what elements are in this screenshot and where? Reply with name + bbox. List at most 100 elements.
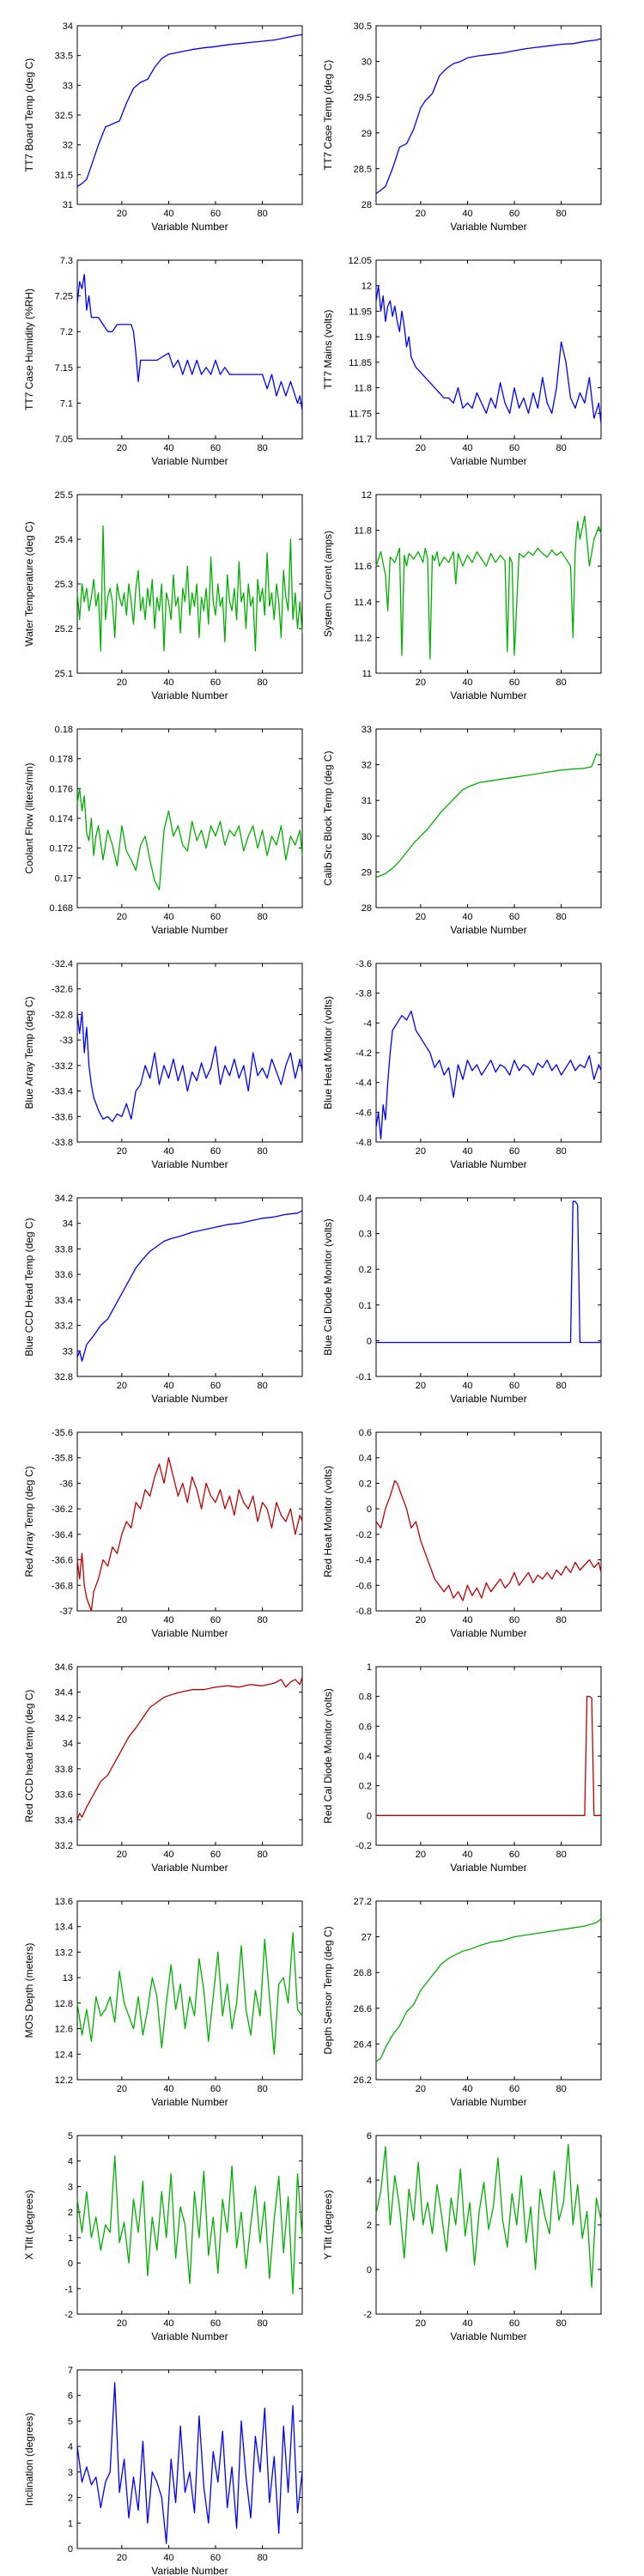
x-axis-label: Variable Number <box>151 2330 228 2342</box>
chart-21: 20 40 60 80 0 1 2 3 4 5 6 7 Variable Number Inclinati… <box>23 2366 303 2576</box>
y-tick-label: 12 <box>361 490 372 501</box>
y-axis-label: X Tilt (degrees) <box>23 2190 35 2259</box>
x-tick-label: 40 <box>462 209 472 219</box>
series-line <box>76 273 303 410</box>
y-tick-label: -4.6 <box>355 1108 372 1118</box>
x-tick-label: 60 <box>509 443 519 453</box>
y-axis-label: Water Temperature (deg C) <box>23 521 35 646</box>
y-tick-label: 25.4 <box>55 535 73 545</box>
y-tick-label: 11.8 <box>354 526 372 537</box>
x-tick-label: 80 <box>556 1381 566 1391</box>
y-axis-label: Calib Src Block Temp (deg C) <box>322 750 334 885</box>
y-axis-label: Inclination (degrees) <box>23 2413 35 2506</box>
y-tick-label: 2 <box>68 2494 73 2504</box>
chart-18: 20 40 60 80 26.2 26.4 26.6 26.8 27 27.2 Variable N… <box>322 1897 602 2108</box>
y-tick-label: 32 <box>63 141 73 151</box>
y-axis-label: TT7 Case Temp (deg C) <box>322 60 334 171</box>
plot-frame <box>76 2369 303 2549</box>
plot-frame <box>375 1666 602 1846</box>
y-axis-label: TT7 Board Temp (deg C) <box>23 58 35 173</box>
y-tick-label: 27.2 <box>354 1897 372 1907</box>
chart-15: 20 40 60 80 33.2 33.4 33.6 33.8 34 34.2 34.4 34.6 Va… <box>23 1662 303 1874</box>
y-tick-label: -36.2 <box>52 1504 73 1515</box>
x-tick-label: 20 <box>117 1381 127 1391</box>
y-tick-label: 33 <box>63 1346 73 1357</box>
y-tick-label: 31 <box>63 200 73 210</box>
y-tick-label: 26.6 <box>354 2004 372 2014</box>
y-tick-label: 4 <box>68 2442 73 2452</box>
x-tick-label: 20 <box>416 1850 426 1860</box>
y-tick-label: -4.4 <box>355 1078 372 1089</box>
x-axis-label: Variable Number <box>450 455 526 467</box>
series-line <box>76 1676 303 1820</box>
x-tick-label: 40 <box>163 677 173 688</box>
y-axis-label: Blue Array Temp (deg C) <box>23 996 35 1109</box>
plot-frame <box>76 963 303 1143</box>
chart-8: 20 40 60 80 28 29 30 31 32 33 Variable Number Calib… <box>322 725 602 936</box>
y-tick-label: 31.5 <box>55 170 73 180</box>
x-axis-label: Variable Number <box>450 2330 526 2342</box>
series-line <box>76 2155 303 2294</box>
x-tick-label: 60 <box>210 1146 221 1157</box>
series-line <box>376 1696 601 1816</box>
y-tick-label: 26.2 <box>354 2075 372 2086</box>
x-tick-label: 80 <box>257 1615 267 1625</box>
y-tick-label: 33.4 <box>55 1815 73 1826</box>
x-axis-label: Variable Number <box>151 924 228 936</box>
y-tick-label: 33.6 <box>55 1790 73 1801</box>
x-tick-label: 20 <box>117 443 127 453</box>
plot-frame <box>375 1197 602 1377</box>
x-tick-label: 40 <box>163 2553 173 2563</box>
series-line <box>76 1011 303 1122</box>
y-tick-label: 0.172 <box>49 844 73 854</box>
y-tick-label: 0.2 <box>359 1265 372 1275</box>
series-line <box>375 2143 602 2288</box>
x-tick-label: 20 <box>416 1615 426 1625</box>
y-tick-label: -3.6 <box>355 959 372 969</box>
y-tick-label: -36 <box>59 1479 73 1489</box>
y-tick-label: 0 <box>367 1811 372 1821</box>
y-tick-label: 2 <box>367 2221 372 2231</box>
y-tick-label: -3.8 <box>355 989 372 999</box>
series-line <box>376 1200 601 1344</box>
y-tick-label: 34 <box>63 21 73 32</box>
x-tick-label: 40 <box>163 1146 173 1157</box>
y-tick-label: 33.6 <box>55 1270 73 1280</box>
y-axis-label: MOS Depth (meters) <box>23 1943 35 2038</box>
y-tick-label: -33.8 <box>52 1138 73 1148</box>
x-tick-label: 80 <box>257 2553 267 2563</box>
x-tick-label: 20 <box>416 1381 426 1391</box>
series-line <box>375 753 602 878</box>
y-tick-label: 0.3 <box>359 1230 372 1240</box>
y-axis-label: Red Array Temp (deg C) <box>23 1466 35 1577</box>
y-tick-label: 34.2 <box>55 1194 73 1204</box>
x-axis-label: Variable Number <box>450 1393 526 1405</box>
y-tick-label: -33 <box>59 1036 73 1046</box>
y-tick-label: 0 <box>68 2544 73 2555</box>
y-tick-label: -32.6 <box>52 985 73 995</box>
x-tick-label: 40 <box>163 209 173 219</box>
series-line <box>76 33 303 187</box>
x-tick-label: 80 <box>257 1381 267 1391</box>
x-axis-label: Variable Number <box>151 2565 228 2576</box>
y-tick-label: 0.1 <box>359 1301 372 1311</box>
y-tick-label: 12.4 <box>55 2050 73 2060</box>
chart-13: 20 40 60 80 -35.6 -35.8 -36 -36.2 -36.4 -36.6 -36.… <box>23 1428 303 1639</box>
y-tick-label: 11.9 <box>354 332 372 343</box>
x-tick-label: 40 <box>163 1381 173 1391</box>
plot-frame <box>76 1900 303 2081</box>
y-tick-label: 25.3 <box>55 580 73 590</box>
y-tick-label: 32.5 <box>55 111 73 121</box>
x-tick-label: 40 <box>163 912 173 922</box>
y-tick-label: 33.2 <box>55 1841 73 1851</box>
y-tick-label: 1 <box>367 1662 372 1673</box>
y-tick-label: 30.5 <box>354 21 372 32</box>
y-tick-label: 0.4 <box>359 1454 372 1464</box>
y-tick-label: 1 <box>68 2233 73 2244</box>
y-tick-label: -33.6 <box>52 1112 73 1122</box>
y-tick-label: -0.2 <box>355 1841 372 1851</box>
x-tick-label: 60 <box>509 2318 519 2329</box>
x-axis-label: Variable Number <box>450 2096 526 2108</box>
x-axis-label: Variable Number <box>450 1158 526 1170</box>
y-tick-label: 0.2 <box>359 1782 372 1792</box>
